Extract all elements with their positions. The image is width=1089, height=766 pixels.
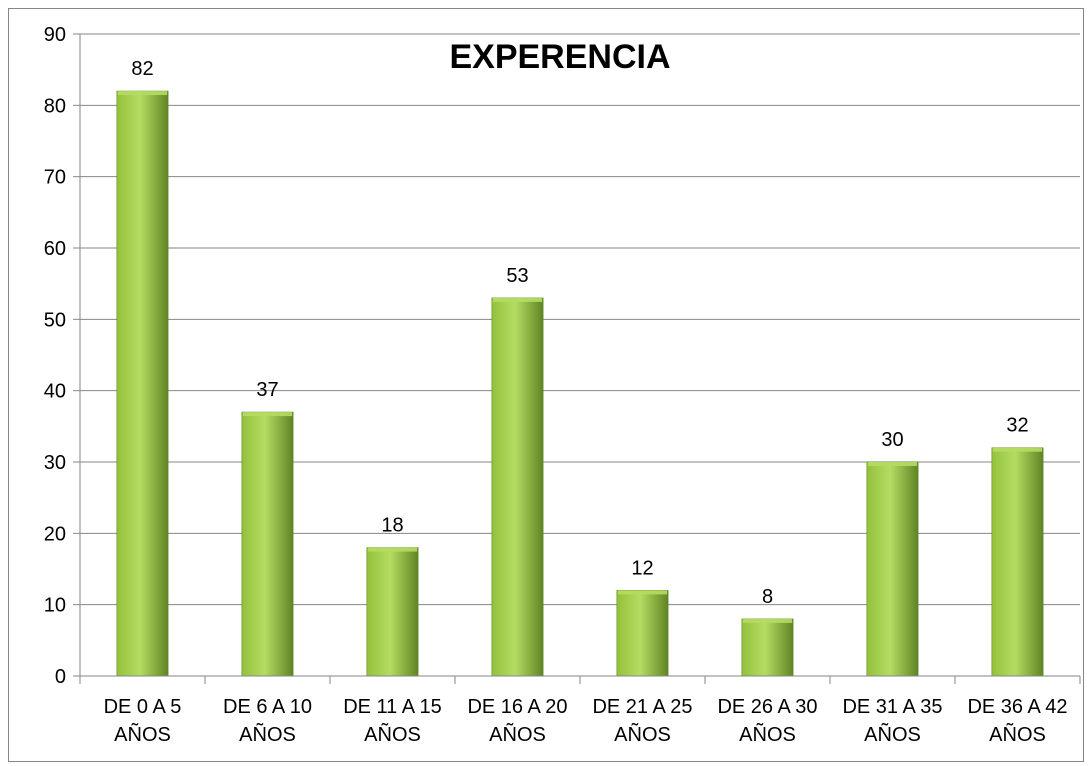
x-tick-label: AÑOS bbox=[989, 722, 1046, 746]
gridlines bbox=[80, 33, 1080, 606]
data-label: 12 bbox=[631, 557, 653, 579]
bar bbox=[616, 590, 669, 677]
data-label: 30 bbox=[881, 429, 903, 451]
bars: 82 37 18 53 12 8 30 32 bbox=[116, 58, 1044, 677]
bar-top-highlight bbox=[492, 297, 543, 302]
y-tick-label: 90 bbox=[44, 24, 66, 46]
bar-top-highlight bbox=[867, 462, 918, 466]
x-tick-label: AÑOS bbox=[239, 722, 296, 746]
bar bbox=[491, 297, 544, 677]
x-tick-label: DE 21 A 25 bbox=[592, 696, 692, 718]
data-label: 8 bbox=[762, 586, 773, 608]
bar-top-highlight bbox=[617, 590, 668, 595]
bar-top-highlight bbox=[242, 412, 293, 417]
y-tick-label: 30 bbox=[44, 452, 66, 474]
bar bbox=[366, 547, 419, 677]
x-tick-label: AÑOS bbox=[614, 722, 671, 746]
x-tick-label: DE 6 A 10 bbox=[223, 696, 312, 718]
x-tick-label: AÑOS bbox=[364, 722, 421, 746]
axes: 0 10 20 30 40 50 60 70 80 90 DE 0 A 5 AÑOS DE 6 A 10… bbox=[44, 24, 1081, 746]
x-tick-label: AÑOS bbox=[114, 722, 171, 746]
data-label: 37 bbox=[256, 379, 278, 401]
x-tick-label: DE 31 A 35 bbox=[842, 696, 942, 718]
bar bbox=[991, 447, 1044, 677]
bar-top-highlight bbox=[742, 618, 793, 623]
bar-top-highlight bbox=[117, 91, 168, 96]
x-tick-label: DE 36 A 42 bbox=[967, 696, 1067, 718]
x-tick-label: DE 16 A 20 bbox=[467, 696, 567, 718]
x-tick-label: AÑOS bbox=[489, 722, 546, 746]
x-tick-label: DE 26 A 30 bbox=[717, 696, 817, 718]
chart-title: EXPERENCIA bbox=[449, 38, 670, 76]
bar bbox=[116, 90, 169, 677]
bar bbox=[866, 461, 919, 677]
bar bbox=[741, 618, 794, 677]
y-tick-label: 0 bbox=[55, 666, 66, 688]
y-tick-label: 60 bbox=[44, 238, 66, 260]
x-tick-label: DE 11 A 15 bbox=[343, 696, 442, 718]
x-tick-label: AÑOS bbox=[864, 722, 921, 746]
data-label: 18 bbox=[381, 515, 403, 537]
bar-top-highlight bbox=[367, 547, 418, 552]
data-label: 32 bbox=[1006, 415, 1028, 437]
y-tick-label: 20 bbox=[44, 523, 66, 545]
y-tick-label: 40 bbox=[44, 381, 66, 403]
y-tick-label: 10 bbox=[44, 595, 66, 617]
y-tick-label: 50 bbox=[44, 309, 66, 331]
x-tick-label: DE 0 A 5 bbox=[104, 696, 182, 718]
data-label: 82 bbox=[131, 58, 153, 80]
y-tick-label: 70 bbox=[44, 167, 66, 189]
bar-top-highlight bbox=[992, 447, 1043, 452]
bar bbox=[241, 411, 294, 677]
data-label: 53 bbox=[506, 265, 528, 287]
y-tick-label: 80 bbox=[44, 95, 66, 117]
x-tick-label: AÑOS bbox=[739, 722, 796, 746]
